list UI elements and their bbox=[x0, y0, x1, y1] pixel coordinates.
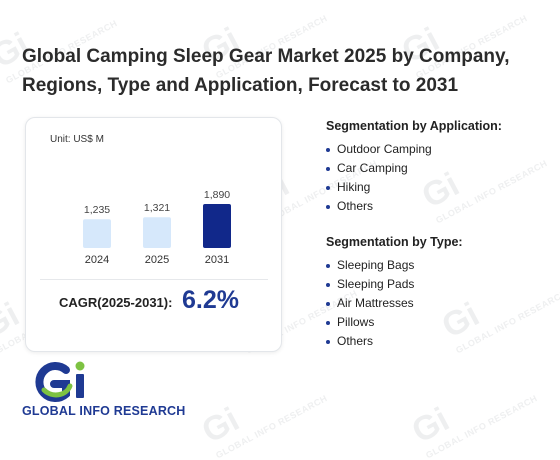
bullet-icon bbox=[326, 283, 330, 287]
bullet-icon bbox=[326, 302, 330, 306]
gi-logo-icon bbox=[35, 361, 85, 402]
bullet-icon bbox=[326, 186, 330, 190]
unit-label: Unit: US$ M bbox=[50, 134, 104, 145]
segmentation-application: Segmentation by Application: Outdoor Cam… bbox=[326, 119, 502, 216]
category-label: 2024 bbox=[85, 254, 109, 266]
cagr-value: 6.2% bbox=[182, 286, 239, 314]
list-item-label: Outdoor Camping bbox=[337, 142, 432, 156]
bar-chart: 1,235 2024 1,321 2025 1,890 2031 bbox=[83, 189, 231, 266]
bullet-icon bbox=[326, 264, 330, 268]
segmentation-type-heading: Segmentation by Type: bbox=[326, 235, 463, 249]
list-item: Others bbox=[326, 197, 502, 216]
list-item: Air Mattresses bbox=[326, 294, 463, 313]
bar-2024 bbox=[83, 219, 111, 248]
segmentation-type: Segmentation by Type: Sleeping Bags Slee… bbox=[326, 235, 463, 351]
type-list: Sleeping Bags Sleeping Pads Air Mattress… bbox=[326, 256, 463, 351]
cagr-label: CAGR(2025-2031): bbox=[59, 295, 173, 310]
list-item: Outdoor Camping bbox=[326, 140, 502, 159]
list-item: Hiking bbox=[326, 178, 502, 197]
list-item-label: Air Mattresses bbox=[337, 296, 414, 310]
list-item-label: Others bbox=[337, 334, 374, 348]
list-item-label: Sleeping Bags bbox=[337, 258, 415, 272]
divider bbox=[40, 279, 268, 280]
segmentation-application-heading: Segmentation by Application: bbox=[326, 119, 502, 133]
category-label: 2031 bbox=[205, 254, 229, 266]
list-item: Others bbox=[326, 332, 463, 351]
value-label: 1,890 bbox=[204, 189, 230, 201]
list-item-label: Sleeping Pads bbox=[337, 277, 415, 291]
bullet-icon bbox=[326, 340, 330, 344]
list-item-label: Others bbox=[337, 199, 374, 213]
brand-logo: GLOBAL INFO RESEARCH bbox=[22, 360, 192, 422]
application-list: Outdoor Camping Car Camping Hiking Other… bbox=[326, 140, 502, 216]
bullet-icon bbox=[326, 148, 330, 152]
bullet-icon bbox=[326, 167, 330, 171]
list-item: Sleeping Bags bbox=[326, 256, 463, 275]
category-label: 2025 bbox=[145, 254, 169, 266]
list-item: Sleeping Pads bbox=[326, 275, 463, 294]
page-title: Global Camping Sleep Gear Market 2025 by… bbox=[22, 46, 510, 96]
bar-2025 bbox=[143, 217, 171, 248]
market-size-card: Unit: US$ M 1,235 2024 1,321 2025 1,890 2031 … bbox=[25, 117, 282, 352]
list-item-label: Hiking bbox=[337, 180, 371, 194]
list-item: Car Camping bbox=[326, 159, 502, 178]
value-label: 1,235 bbox=[84, 204, 110, 216]
brand-name: GLOBAL INFO RESEARCH bbox=[22, 404, 186, 418]
list-item-label: Pillows bbox=[337, 315, 375, 329]
value-label: 1,321 bbox=[144, 202, 170, 214]
bullet-icon bbox=[326, 321, 330, 325]
list-item: Pillows bbox=[326, 313, 463, 332]
bar-2031 bbox=[203, 204, 231, 248]
bullet-icon bbox=[326, 205, 330, 209]
list-item-label: Car Camping bbox=[337, 161, 408, 175]
